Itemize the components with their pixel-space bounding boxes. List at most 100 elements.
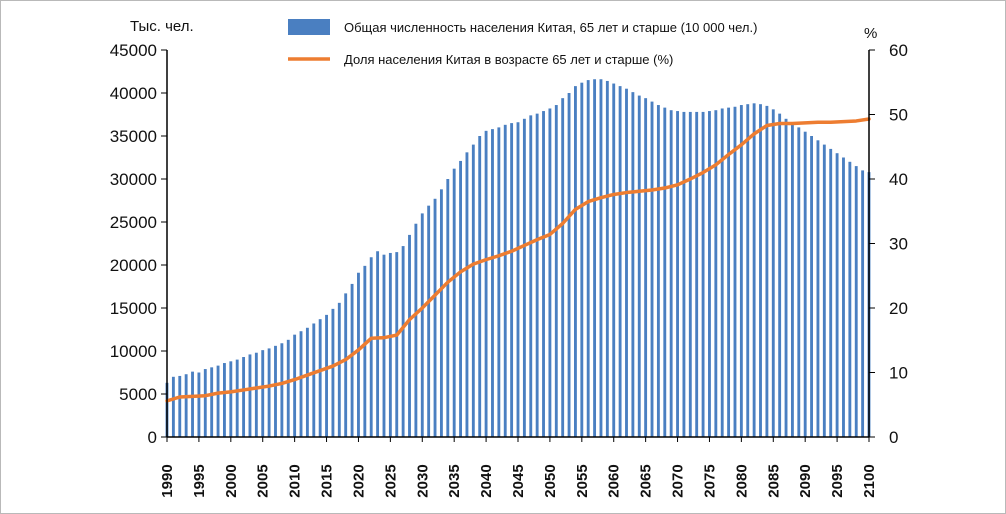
left-tick-label: 45000 bbox=[110, 41, 157, 60]
bar bbox=[778, 113, 782, 437]
legend: Общая численность населения Китая, 65 ле… bbox=[288, 19, 757, 67]
right-tick-label: 60 bbox=[889, 41, 908, 60]
bar bbox=[274, 345, 277, 437]
x-tick-label: 2035 bbox=[446, 464, 463, 497]
bar bbox=[478, 136, 482, 437]
x-tick-label: 2020 bbox=[350, 464, 367, 497]
bar bbox=[203, 369, 207, 437]
bar bbox=[357, 272, 360, 437]
bar bbox=[752, 103, 756, 437]
bar bbox=[178, 375, 182, 437]
bar bbox=[561, 98, 565, 437]
right-tick-label: 30 bbox=[889, 235, 908, 254]
bar bbox=[280, 343, 284, 437]
bar bbox=[567, 93, 571, 437]
bar bbox=[605, 80, 609, 438]
x-tick-label: 2100 bbox=[861, 464, 878, 497]
bar bbox=[344, 293, 348, 437]
bar bbox=[542, 111, 545, 437]
bar bbox=[631, 92, 635, 437]
bar bbox=[446, 179, 450, 437]
bar bbox=[599, 79, 603, 438]
bar bbox=[337, 302, 341, 437]
bar bbox=[452, 168, 456, 437]
x-tick-label: 2015 bbox=[319, 464, 336, 497]
bar bbox=[554, 105, 558, 437]
bar bbox=[254, 352, 258, 437]
bar-series bbox=[165, 79, 871, 438]
bar bbox=[625, 88, 628, 437]
bar bbox=[350, 283, 354, 437]
bar bbox=[312, 323, 316, 437]
bar bbox=[759, 104, 762, 438]
x-tick-label: 2055 bbox=[574, 464, 591, 497]
bar bbox=[714, 110, 718, 437]
bar bbox=[408, 234, 411, 437]
x-tick-label: 2010 bbox=[287, 464, 304, 497]
x-axis-ticks: 1990 1995 2000 2005 2010 2015 2020 2025 2030 2035… bbox=[159, 437, 878, 498]
bar bbox=[790, 123, 794, 437]
bar bbox=[861, 170, 865, 437]
bar bbox=[663, 107, 667, 438]
bar bbox=[216, 365, 220, 437]
bar bbox=[644, 98, 648, 437]
bar bbox=[267, 348, 271, 437]
x-tick-label: 2070 bbox=[670, 464, 687, 497]
bar bbox=[325, 314, 328, 437]
x-tick-label: 2085 bbox=[765, 464, 782, 497]
left-axis-ticks: 0 5000 10000 15000 20000 25000 30000 35000 40000… bbox=[110, 41, 167, 447]
bar bbox=[516, 122, 520, 438]
bar bbox=[503, 124, 507, 437]
legend-line-label: Доля населения Китая в возрасте 65 лет и… bbox=[344, 52, 673, 67]
bar bbox=[656, 105, 660, 437]
bar bbox=[471, 144, 475, 437]
bar bbox=[376, 251, 380, 437]
x-tick-label: 2090 bbox=[797, 464, 814, 497]
legend-bar-label: Общая численность населения Китая, 65 ле… bbox=[344, 20, 757, 35]
left-tick-label: 15000 bbox=[110, 299, 157, 318]
bar bbox=[612, 83, 616, 437]
left-tick-label: 20000 bbox=[110, 256, 157, 275]
bar bbox=[395, 252, 399, 437]
bar bbox=[701, 111, 705, 438]
x-tick-label: 2065 bbox=[638, 464, 655, 497]
right-tick-label: 40 bbox=[889, 170, 908, 189]
bar bbox=[414, 223, 418, 437]
x-tick-label: 2025 bbox=[382, 464, 399, 497]
bar bbox=[695, 111, 699, 438]
bar bbox=[784, 118, 788, 438]
bar bbox=[401, 246, 405, 437]
bar bbox=[854, 166, 858, 437]
bar bbox=[484, 130, 488, 437]
legend-bar-swatch bbox=[288, 19, 330, 35]
bar bbox=[369, 257, 373, 437]
bar bbox=[497, 127, 501, 438]
right-axis-unit: % bbox=[864, 25, 877, 42]
share-line bbox=[165, 117, 871, 403]
line-series bbox=[165, 117, 871, 403]
bar bbox=[210, 367, 214, 437]
x-tick-label: 2045 bbox=[510, 464, 527, 497]
bar bbox=[535, 113, 539, 437]
bar bbox=[388, 252, 392, 437]
bar bbox=[650, 101, 654, 437]
bar bbox=[427, 205, 431, 437]
bar bbox=[171, 376, 175, 437]
left-tick-label: 30000 bbox=[110, 170, 157, 189]
x-tick-label: 2080 bbox=[733, 464, 750, 497]
bar bbox=[529, 115, 533, 438]
bar bbox=[688, 111, 692, 438]
bar bbox=[382, 254, 386, 437]
right-tick-label: 0 bbox=[889, 428, 898, 447]
x-tick-label: 2050 bbox=[542, 464, 559, 497]
bar bbox=[465, 152, 469, 437]
left-tick-label: 35000 bbox=[110, 127, 157, 146]
bar bbox=[223, 363, 226, 437]
bar bbox=[739, 105, 743, 437]
right-tick-label: 20 bbox=[889, 299, 908, 318]
left-tick-label: 40000 bbox=[110, 84, 157, 103]
left-axis-unit: Тыс. чел. bbox=[130, 18, 194, 35]
bar bbox=[593, 79, 597, 438]
bar bbox=[848, 161, 852, 438]
